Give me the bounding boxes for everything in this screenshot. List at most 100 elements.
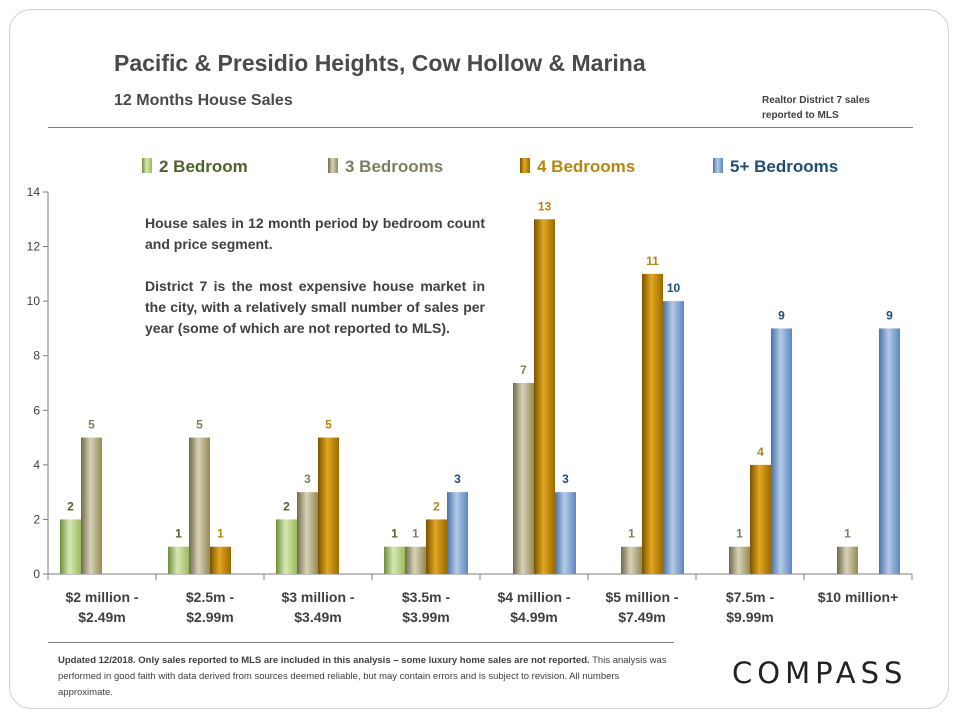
- chart-bars: [60, 219, 900, 575]
- bar-3-bedrooms-4: [513, 383, 534, 574]
- footer-disclaimer-rest: This analysis was performed in good fait…: [58, 655, 667, 698]
- data-label: 5: [88, 418, 95, 432]
- x-tick-label-line: $3.49m: [294, 609, 341, 625]
- y-tick-label: 4: [33, 458, 40, 472]
- x-tick-label: $2.5m - $2.99m: [186, 589, 235, 625]
- x-tick-label-line: $2 million -: [65, 589, 138, 605]
- y-tick-label: 0: [33, 567, 40, 581]
- bar-3-bedrooms-5: [621, 546, 642, 574]
- data-label: 2: [283, 499, 290, 513]
- x-tick-label-line: $3.5m -: [402, 589, 451, 605]
- data-label: 1: [736, 527, 743, 541]
- x-tick-label-line: $9.99m: [726, 609, 773, 625]
- data-label: 1: [175, 527, 182, 541]
- data-label: 2: [67, 499, 74, 513]
- legend-label: 5+ Bedrooms: [730, 157, 838, 176]
- x-tick-label-line: $2.99m: [186, 609, 233, 625]
- bar-2-bedroom-1: [168, 546, 189, 574]
- x-tick-label: $3.5m - $3.99m: [402, 589, 451, 625]
- bar-3-bedrooms-7: [837, 546, 858, 574]
- data-label: 9: [886, 308, 893, 322]
- bar-2-bedroom-2: [276, 519, 297, 574]
- data-label: 1: [391, 527, 398, 541]
- slide-frame: [9, 9, 949, 709]
- bar-5-bedrooms-4: [555, 492, 576, 574]
- data-label: 1: [628, 527, 635, 541]
- data-label: 3: [304, 472, 311, 486]
- legend-swatch: [142, 158, 152, 173]
- source-note: Realtor District 7 sales reported to MLS: [762, 93, 912, 123]
- legend-swatch: [713, 158, 723, 173]
- x-tick-label-line: $3.99m: [402, 609, 449, 625]
- y-tick-label: 2: [33, 512, 40, 526]
- compass-logo: COMPASS: [732, 656, 908, 690]
- chart-subtitle: 12 Months House Sales: [114, 92, 293, 109]
- data-label: 7: [520, 363, 527, 377]
- data-label: 1: [844, 527, 851, 541]
- x-tick-label-line: $4 million -: [497, 589, 570, 605]
- bar-5-bedrooms-6: [771, 328, 792, 574]
- y-tick-label: 12: [27, 240, 41, 254]
- y-tick-label: 10: [27, 294, 41, 308]
- data-label: 1: [217, 527, 224, 541]
- bar-4-bedrooms-4: [534, 219, 555, 575]
- annotation-paragraph-1: House sales in 12 month period by bedroo…: [145, 215, 485, 252]
- y-tick-label: 14: [27, 185, 41, 199]
- data-label: 2: [433, 499, 440, 513]
- data-label: 4: [757, 445, 764, 459]
- x-tick-label-line: $7.49m: [618, 609, 665, 625]
- legend-label: 3 Bedrooms: [345, 157, 443, 176]
- bar-4-bedrooms-6: [750, 464, 771, 574]
- x-tick-label-line: $7.5m -: [726, 589, 775, 605]
- data-label: 3: [562, 472, 569, 486]
- data-label: 9: [778, 308, 785, 322]
- footer-disclaimer: Updated 12/2018. Only sales reported to …: [58, 653, 670, 701]
- bar-5-bedrooms-7: [879, 328, 900, 574]
- legend-label: 2 Bedroom: [159, 157, 248, 176]
- bar-3-bedrooms-6: [729, 546, 750, 574]
- annotation-paragraph-2: District 7 is the most expensive house m…: [145, 278, 485, 336]
- y-tick-label: 8: [33, 349, 40, 363]
- bar-4-bedrooms-5: [642, 273, 663, 574]
- x-tick-label-line: $3 million -: [281, 589, 354, 605]
- x-tick-label: $2 million - $2.49m: [65, 589, 138, 625]
- bar-3-bedrooms-0: [81, 437, 102, 574]
- chart-legend: 2 Bedroom 3 Bedrooms 4 Bedrooms 5+ Bedrooms: [142, 157, 838, 176]
- x-tick-label-line: $2.49m: [78, 609, 125, 625]
- x-tick-label: $4 million - $4.99m: [497, 589, 570, 625]
- source-note-line1: Realtor District 7 sales: [762, 95, 870, 106]
- legend-swatch: [520, 158, 530, 173]
- data-label: 13: [538, 199, 552, 213]
- bar-5-bedrooms-3: [447, 492, 468, 574]
- x-tick-label-line: $5 million -: [605, 589, 678, 605]
- bar-2-bedroom-0: [60, 519, 81, 574]
- data-label: 1: [412, 527, 419, 541]
- footer-disclaimer-bold: Updated 12/2018. Only sales reported to …: [58, 655, 590, 666]
- bar-4-bedrooms-1: [210, 546, 231, 574]
- source-note-line2: reported to MLS: [762, 110, 839, 121]
- x-tick-label-line: $10 million+: [818, 589, 899, 605]
- y-tick-label: 6: [33, 403, 40, 417]
- bar-2-bedroom-3: [384, 546, 405, 574]
- bar-3-bedrooms-3: [405, 546, 426, 574]
- chart-annotation: House sales in 12 month period by bedroo…: [145, 213, 485, 360]
- data-label: 10: [667, 281, 681, 295]
- legend-label: 4 Bedrooms: [537, 157, 635, 176]
- title-divider: [48, 127, 913, 128]
- x-tick-label-line: $2.5m -: [186, 589, 235, 605]
- data-label: 11: [646, 254, 659, 268]
- footer-divider: [48, 642, 674, 643]
- x-tick-label: $7.5m - $9.99m: [726, 589, 775, 625]
- bar-3-bedrooms-2: [297, 492, 318, 574]
- legend-swatch: [328, 158, 338, 173]
- x-tick-label: $3 million - $3.49m: [281, 589, 354, 625]
- x-tick-label: $10 million+: [818, 589, 899, 605]
- x-tick-label: $5 million - $7.49m: [605, 589, 678, 625]
- x-tick-label-line: $4.99m: [510, 609, 557, 625]
- data-label: 5: [325, 418, 332, 432]
- bar-4-bedrooms-3: [426, 519, 447, 574]
- chart-title: Pacific & Presidio Heights, Cow Hollow &…: [114, 50, 646, 76]
- data-label: 5: [196, 418, 203, 432]
